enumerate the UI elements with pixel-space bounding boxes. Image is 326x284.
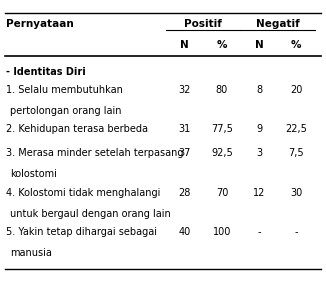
Text: 4. Kolostomi tidak menghalangi: 4. Kolostomi tidak menghalangi (6, 188, 161, 198)
Text: 32: 32 (179, 85, 191, 95)
Text: kolostomi: kolostomi (10, 169, 57, 179)
Text: 77,5: 77,5 (211, 124, 233, 134)
Text: Pernyataan: Pernyataan (6, 19, 74, 29)
Text: 80: 80 (216, 85, 228, 95)
Text: 70: 70 (216, 188, 228, 198)
Text: Negatif: Negatif (256, 19, 300, 29)
Text: 3: 3 (256, 148, 262, 158)
Text: pertolongan orang lain: pertolongan orang lain (10, 106, 122, 116)
Text: N: N (255, 40, 263, 50)
Text: manusia: manusia (10, 248, 52, 258)
Text: 20: 20 (290, 85, 303, 95)
Text: -: - (295, 227, 298, 237)
Text: 28: 28 (179, 188, 191, 198)
Text: %: % (217, 40, 227, 50)
Text: %: % (291, 40, 302, 50)
Text: 37: 37 (179, 148, 191, 158)
Text: - Identitas Diri: - Identitas Diri (6, 67, 86, 77)
Text: untuk bergaul dengan orang lain: untuk bergaul dengan orang lain (10, 209, 171, 219)
Text: 5. Yakin tetap dihargai sebagai: 5. Yakin tetap dihargai sebagai (6, 227, 157, 237)
Text: 7,5: 7,5 (289, 148, 304, 158)
Text: 22,5: 22,5 (285, 124, 307, 134)
Text: 12: 12 (253, 188, 265, 198)
Text: 1. Selalu membutuhkan: 1. Selalu membutuhkan (6, 85, 123, 95)
Text: 92,5: 92,5 (211, 148, 233, 158)
Text: Positif: Positif (185, 19, 222, 29)
Text: 9: 9 (256, 124, 262, 134)
Text: 30: 30 (290, 188, 303, 198)
Text: 31: 31 (179, 124, 191, 134)
Text: 40: 40 (179, 227, 191, 237)
Text: -: - (258, 227, 261, 237)
Text: 3. Merasa minder setelah terpasang: 3. Merasa minder setelah terpasang (6, 148, 184, 158)
Text: 8: 8 (256, 85, 262, 95)
Text: N: N (181, 40, 189, 50)
Text: 100: 100 (213, 227, 231, 237)
Text: 2. Kehidupan terasa berbeda: 2. Kehidupan terasa berbeda (6, 124, 148, 134)
